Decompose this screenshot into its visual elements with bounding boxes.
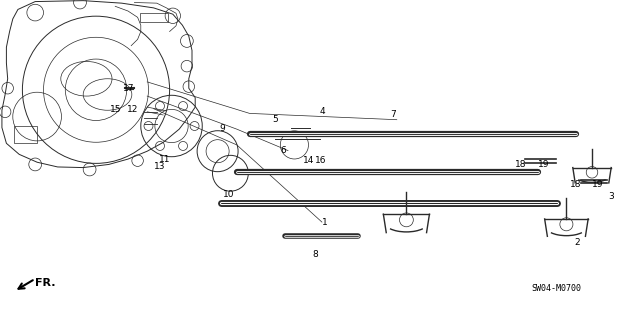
Text: 10: 10	[223, 190, 234, 199]
Text: 3: 3	[608, 192, 614, 201]
Text: 17: 17	[123, 84, 134, 93]
Text: 9: 9	[220, 124, 225, 133]
Text: 19: 19	[538, 160, 549, 169]
Text: 12: 12	[127, 105, 138, 114]
Text: 2: 2	[574, 238, 580, 247]
Text: 1: 1	[322, 218, 328, 226]
Text: 16: 16	[315, 156, 326, 164]
Text: 14: 14	[303, 156, 314, 164]
Text: 18: 18	[570, 180, 581, 189]
Text: 7: 7	[390, 111, 396, 119]
Text: 18: 18	[515, 160, 527, 169]
Text: 15: 15	[110, 105, 122, 114]
Text: 6: 6	[280, 146, 286, 155]
Text: 19: 19	[592, 180, 604, 189]
Text: SW04-M0700: SW04-M0700	[532, 284, 582, 293]
Text: 11: 11	[159, 155, 170, 163]
Text: 13: 13	[154, 162, 165, 171]
Bar	[14, 126, 37, 143]
Text: 4: 4	[320, 107, 326, 116]
Text: 8: 8	[312, 250, 318, 259]
Text: FR.: FR.	[35, 278, 56, 289]
Bar	[140, 13, 168, 22]
Text: 5: 5	[272, 115, 278, 124]
